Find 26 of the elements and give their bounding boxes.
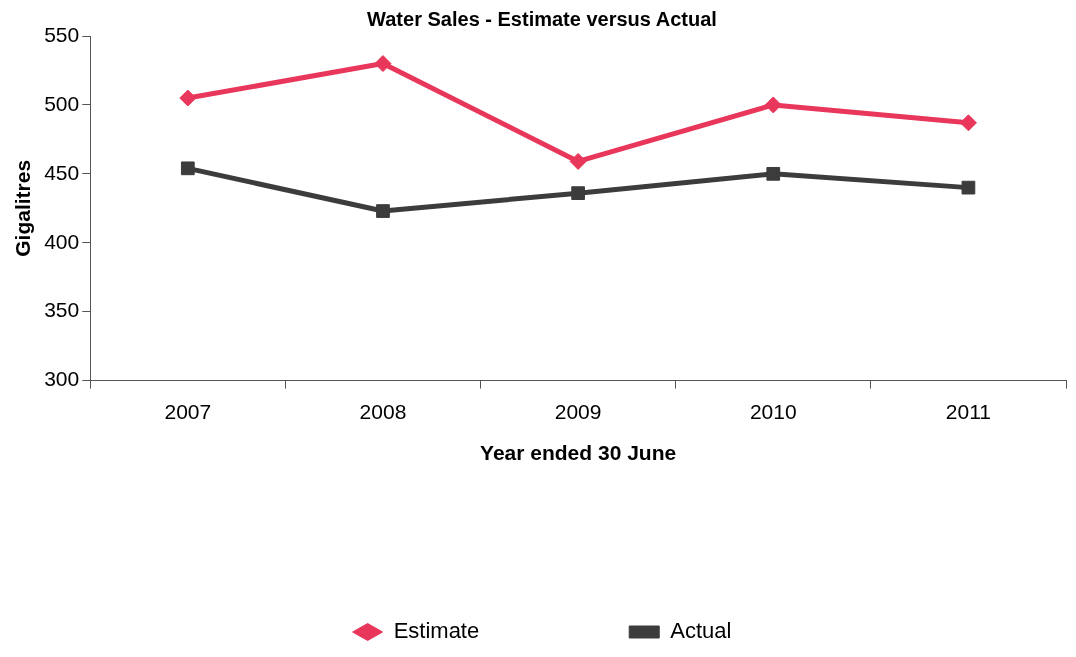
point (959, 114, 977, 132)
y-axis-title: Gigalitres (11, 159, 35, 257)
x-tick-label: 2007 (164, 400, 212, 423)
point (571, 186, 585, 200)
legend-label: Estimate (393, 618, 480, 644)
point (376, 204, 390, 218)
y-tick-label: 300 (44, 367, 80, 391)
y-tick-label: 400 (44, 229, 80, 253)
x-axis-title: Year ended 30 June (480, 441, 677, 465)
y-tick-label: 350 (44, 298, 80, 322)
y-tick-label: 500 (44, 91, 80, 115)
y-tick-label: 450 (44, 160, 80, 184)
point (961, 180, 976, 195)
point (764, 96, 782, 114)
x-tick-label: 2008 (359, 400, 407, 423)
point (569, 152, 587, 170)
legend-label: Actual (670, 618, 732, 644)
x-tick-label: 2011 (945, 400, 992, 423)
point (374, 55, 392, 73)
y-tick-label: 550 (44, 22, 80, 46)
chart-title: Water Sales - Estimate versus Actual (367, 7, 717, 30)
x-tick-label: 2010 (749, 400, 797, 423)
point (180, 161, 195, 176)
point (766, 166, 781, 181)
x-tick-label: 2009 (554, 400, 602, 423)
point (179, 89, 197, 107)
